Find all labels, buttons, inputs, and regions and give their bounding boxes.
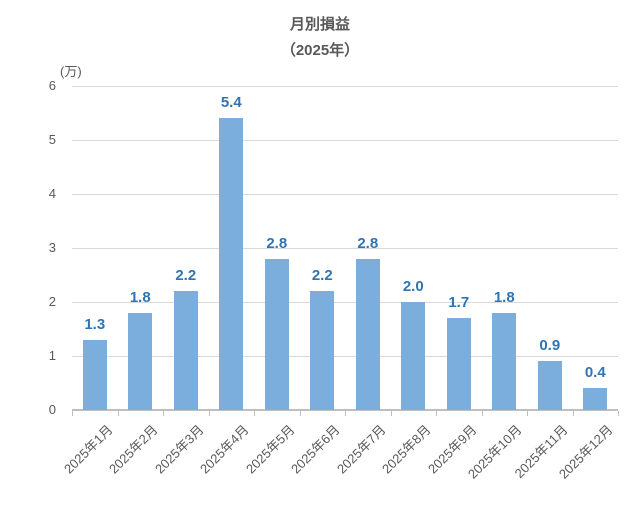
- chart-title: 月別損益: [289, 16, 350, 33]
- x-axis-tick: [72, 411, 73, 416]
- y-tick-label: 0: [48, 402, 56, 417]
- y-tick-label: 6: [48, 78, 56, 93]
- bar: [173, 291, 198, 410]
- bar: [446, 318, 471, 410]
- y-tick-label: 5: [48, 132, 56, 147]
- bar-value-label: 1.8: [129, 288, 151, 306]
- bar: [355, 258, 380, 410]
- bar: [219, 118, 244, 410]
- x-axis-tick: [254, 411, 255, 416]
- bar: [537, 361, 562, 410]
- y-tick-label: 2: [48, 294, 56, 309]
- bar-value-label: 2.8: [357, 234, 379, 252]
- chart-subtitle: （2025年）: [280, 42, 360, 59]
- bar-value-label: 1.8: [493, 288, 515, 306]
- y-tick-label: 3: [48, 240, 56, 255]
- gridline: [72, 247, 618, 249]
- x-axis-tick: [345, 411, 346, 416]
- x-axis-tick: [572, 411, 574, 416]
- x-axis-tick: [299, 411, 301, 416]
- bar-value-label: 0.4: [584, 364, 606, 382]
- bar-value-label: 5.4: [220, 94, 242, 112]
- chart-title-block: 月別損益 （2025年）: [0, 12, 640, 64]
- gridline: [72, 355, 618, 357]
- bar-value-label: 2.2: [175, 267, 197, 285]
- x-axis-tick: [390, 411, 392, 416]
- bar: [82, 339, 107, 410]
- bar: [401, 302, 426, 410]
- x-axis-tick: [527, 411, 528, 416]
- x-axis-line: [72, 409, 618, 411]
- gridline: [72, 301, 618, 303]
- bar: [128, 312, 153, 410]
- gridline: [72, 85, 618, 87]
- y-axis-unit-label: (万): [60, 64, 82, 79]
- bar-value-label: 0.9: [539, 337, 561, 355]
- y-tick-label: 1: [48, 348, 56, 363]
- x-axis-tick: [481, 411, 483, 416]
- bar: [583, 388, 608, 410]
- x-axis-tick: [436, 411, 437, 416]
- bar-value-label: 1.3: [84, 315, 106, 333]
- bar-value-label: 1.7: [448, 294, 470, 312]
- gridline: [72, 193, 618, 195]
- y-tick-label: 4: [48, 186, 56, 201]
- bar-value-label: 2.2: [311, 267, 333, 285]
- x-axis-tick: [208, 411, 210, 416]
- gridline: [72, 139, 618, 141]
- x-axis-tick: [117, 411, 119, 416]
- bar: [264, 258, 289, 410]
- bar-value-label: 2.0: [402, 278, 424, 295]
- x-axis-tick: [618, 411, 619, 416]
- x-axis-tick: [163, 411, 164, 416]
- bar: [310, 291, 335, 410]
- bar-value-label: 2.8: [266, 234, 288, 252]
- bar: [492, 312, 517, 410]
